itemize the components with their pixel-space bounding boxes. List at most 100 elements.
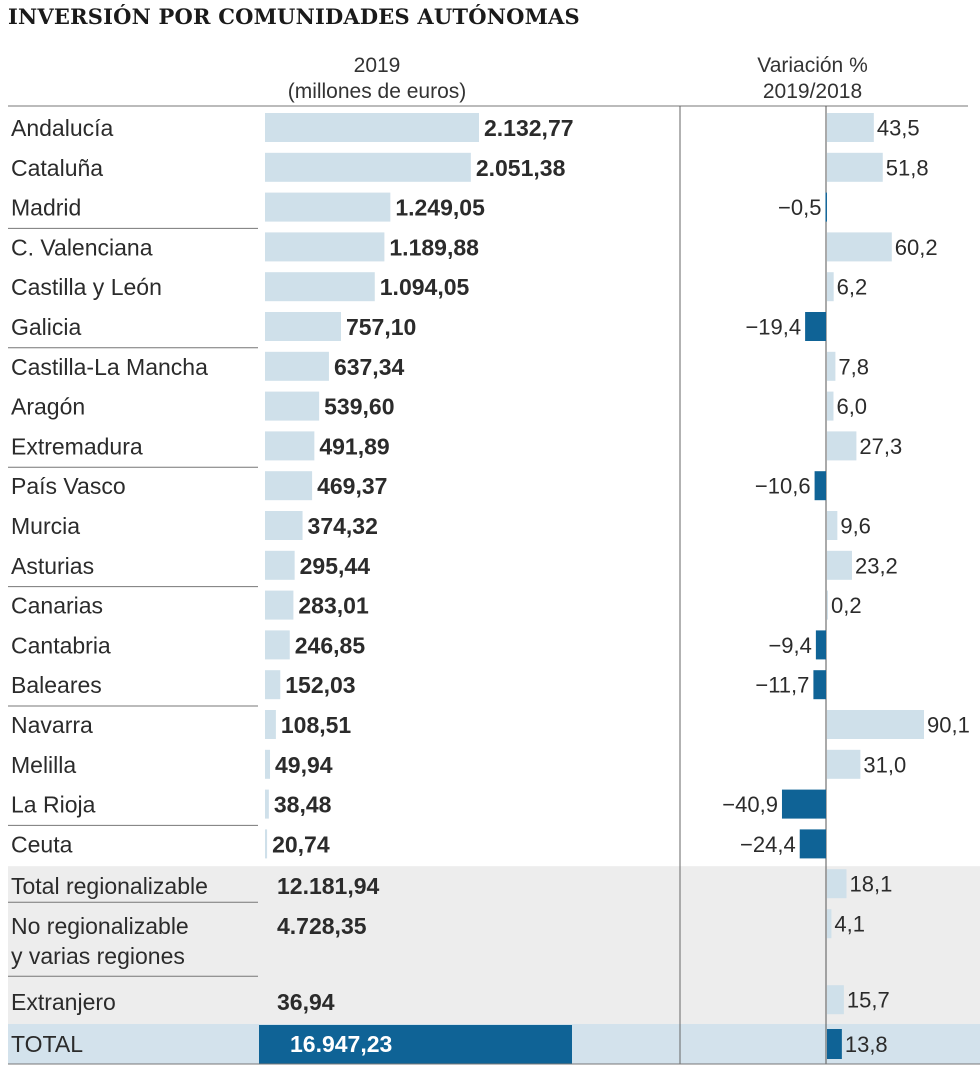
row-label-cantabria: Cantabria xyxy=(11,632,111,658)
var-label-navarra: 90,1 xyxy=(927,713,970,738)
value-bar-cantabria xyxy=(265,630,290,660)
value-label-c-valenciana: 1.189,88 xyxy=(389,234,479,260)
value-label-castilla-la-mancha: 637,34 xyxy=(334,354,405,380)
value-bar-asturias xyxy=(265,550,295,580)
summary-label-extranjero: Extranjero xyxy=(11,989,116,1015)
row-label-navarra: Navarra xyxy=(11,712,93,738)
var-bar-total-regionalizable xyxy=(827,869,847,899)
value-label-melilla: 49,94 xyxy=(275,752,333,778)
value-bar-ceuta xyxy=(265,829,268,859)
row-label-murcia: Murcia xyxy=(11,513,80,539)
var-bar-cantabria xyxy=(815,630,826,660)
value-label-baleares: 152,03 xyxy=(285,672,355,698)
row-label-andalucia: Andalucía xyxy=(11,115,114,141)
value-bar-cataluna xyxy=(265,152,471,182)
var-bar-ceuta xyxy=(799,829,826,859)
var-bar-no-regionalizable-y-varias-regiones xyxy=(827,909,832,939)
var-bar-asturias xyxy=(827,550,852,580)
value-label-navarra: 108,51 xyxy=(281,712,352,738)
var-bar-pais-vasco xyxy=(814,471,826,501)
var-label-no-regionalizable-y-varias-regiones: 4,1 xyxy=(834,912,865,937)
var-bar-navarra xyxy=(827,710,924,739)
row-label-aragon: Aragón xyxy=(11,394,85,420)
value-label-aragon: 539,60 xyxy=(324,394,394,420)
var-bar-melilla xyxy=(827,749,861,779)
var-bar-extranjero xyxy=(827,985,844,1015)
var-label-madrid: −0,5 xyxy=(778,195,821,220)
header-2019: 2019 (millones de euros) xyxy=(262,53,492,105)
row-label-baleares: Baleares xyxy=(11,672,102,698)
row-label-castilla-la-mancha: Castilla-La Mancha xyxy=(11,354,208,380)
value-bar-madrid xyxy=(265,192,391,222)
value-label-la-rioja: 38,48 xyxy=(274,792,332,818)
value-bar-melilla xyxy=(265,749,271,779)
summary-band xyxy=(8,866,980,1024)
var-label-andalucia: 43,5 xyxy=(877,116,920,141)
var-label-extremadura: 27,3 xyxy=(859,434,902,459)
value-bar-extremadura xyxy=(265,431,315,461)
var-bar-la-rioja xyxy=(781,789,826,819)
total-var-bar xyxy=(827,1029,842,1059)
value-label-extremadura: 491,89 xyxy=(319,433,389,459)
row-label-madrid: Madrid xyxy=(11,195,81,221)
row-label-canarias: Canarias xyxy=(11,593,103,619)
var-label-galicia: −19,4 xyxy=(745,315,801,340)
var-label-aragon: 6,0 xyxy=(836,394,867,419)
row-label-cataluna: Cataluña xyxy=(11,155,103,181)
header-2019-line2: (millones de euros) xyxy=(287,80,467,103)
var-bar-andalucia xyxy=(827,113,874,142)
value-label-canarias: 283,01 xyxy=(298,593,369,619)
var-label-cantabria: −9,4 xyxy=(768,633,811,658)
row-label-pais-vasco: País Vasco xyxy=(11,473,126,499)
value-label-cantabria: 246,85 xyxy=(295,632,366,658)
value-bar-baleares xyxy=(265,670,281,700)
value-label-ceuta: 20,74 xyxy=(272,831,330,857)
value-bar-castilla-y-leon xyxy=(265,272,375,302)
var-label-total-regionalizable: 18,1 xyxy=(849,872,892,897)
summary-value-no-regionalizable-y-varias-regiones: 4.728,35 xyxy=(277,913,367,939)
header-variation-line1: Variación % xyxy=(757,54,868,77)
value-label-galicia: 757,10 xyxy=(346,314,416,340)
row-label-ceuta: Ceuta xyxy=(11,831,73,857)
var-bar-extremadura xyxy=(827,431,857,461)
var-label-castilla-y-leon: 6,2 xyxy=(837,275,868,300)
value-bar-aragon xyxy=(265,391,320,421)
row-label-extremadura: Extremadura xyxy=(11,433,143,459)
var-label-murcia: 9,6 xyxy=(840,514,871,539)
var-label-castilla-la-mancha: 7,8 xyxy=(838,354,869,379)
summary-label-total-regionalizable: Total regionalizable xyxy=(11,873,208,899)
var-bar-baleares xyxy=(813,670,826,700)
value-label-asturias: 295,44 xyxy=(300,553,371,579)
header-variation: Variación % 2019/2018 xyxy=(710,53,915,105)
var-label-melilla: 31,0 xyxy=(863,752,906,777)
value-label-pais-vasco: 469,37 xyxy=(317,473,387,499)
value-bar-c-valenciana xyxy=(265,232,385,262)
row-label-asturias: Asturias xyxy=(11,553,94,579)
var-label-extranjero: 15,7 xyxy=(847,988,890,1013)
header-variation-line2: 2019/2018 xyxy=(762,80,863,103)
var-label-baleares: −11,7 xyxy=(755,673,809,698)
value-bar-pais-vasco xyxy=(265,471,313,501)
var-bar-murcia xyxy=(827,511,838,540)
row-label-galicia: Galicia xyxy=(11,314,82,340)
value-bar-canarias xyxy=(265,590,294,620)
var-bar-aragon xyxy=(827,391,834,421)
var-label-la-rioja: −40,9 xyxy=(722,792,778,817)
var-bar-canarias xyxy=(827,590,828,620)
var-label-c-valenciana: 60,2 xyxy=(895,235,938,260)
summary-value-extranjero: 36,94 xyxy=(277,989,335,1015)
summary-label-no-regionalizable-y-varias-regiones-line2: y varias regiones xyxy=(11,943,185,969)
value-bar-galicia xyxy=(265,312,341,341)
var-label-cataluna: 51,8 xyxy=(886,155,929,180)
value-bar-navarra xyxy=(265,710,276,739)
summary-value-total-regionalizable: 12.181,94 xyxy=(277,873,380,899)
var-label-pais-vasco: −10,6 xyxy=(755,474,811,499)
row-label-c-valenciana: C. Valenciana xyxy=(11,234,153,260)
value-bar-la-rioja xyxy=(265,789,269,819)
value-label-castilla-y-leon: 1.094,05 xyxy=(380,274,470,300)
value-label-murcia: 374,32 xyxy=(308,513,378,539)
row-label-melilla: Melilla xyxy=(11,752,76,778)
total-value-bar xyxy=(259,1025,572,1064)
var-bar-galicia xyxy=(805,312,826,341)
